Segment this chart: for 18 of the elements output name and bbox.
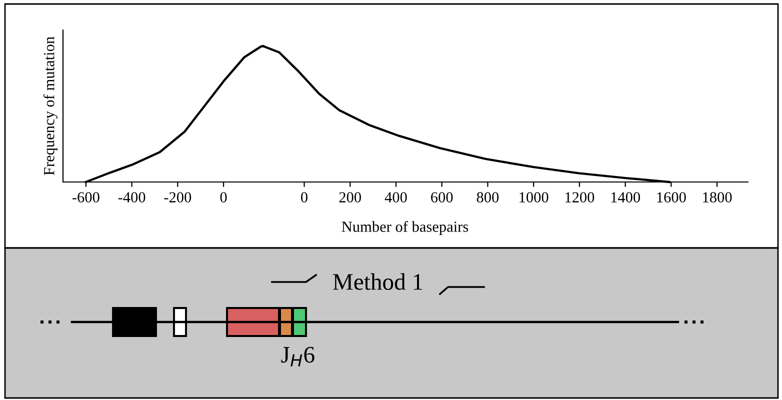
- x-tick-label: 1800: [703, 192, 732, 202]
- x-tick-label: 1400: [611, 192, 640, 202]
- x-tick-label: 0: [301, 192, 308, 202]
- x-tick-label: -200: [164, 192, 192, 202]
- x-tick-label: 800: [476, 192, 499, 202]
- x-tick-label: -600: [72, 192, 100, 202]
- x-tick-label: 1600: [657, 192, 686, 202]
- y-axis-title: Frequency of mutation: [43, 36, 58, 176]
- text: Method 1: [333, 273, 422, 290]
- x-tick-label: 600: [431, 192, 453, 202]
- x-axis-title: Number of basepairs: [342, 220, 468, 236]
- x-tick-label: -400: [118, 192, 146, 202]
- text: J$_{H}$6: [281, 346, 314, 366]
- x-tick-label: 1000: [520, 192, 548, 202]
- x-tick-label: 400: [384, 192, 407, 202]
- x-tick-label: 1200: [566, 192, 594, 202]
- x-tick-label: 0: [220, 192, 227, 202]
- x-tick-label: 200: [339, 192, 361, 202]
